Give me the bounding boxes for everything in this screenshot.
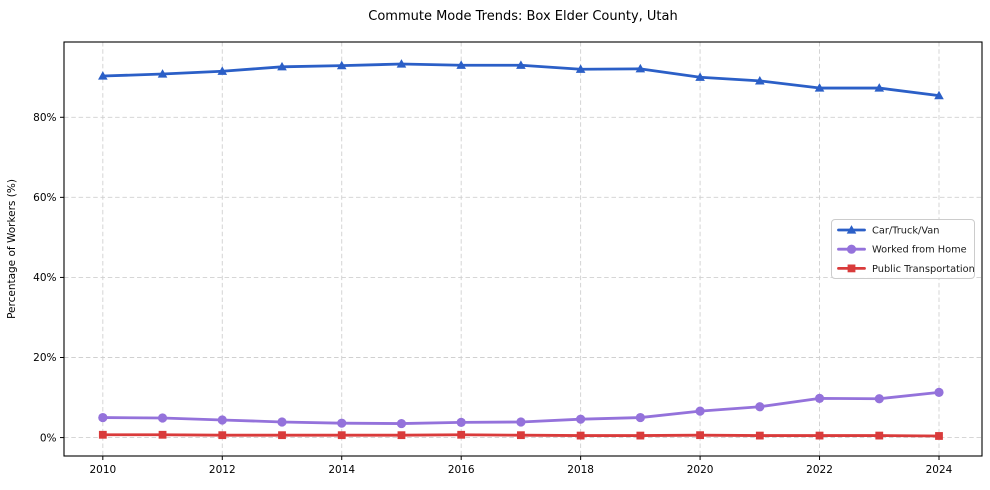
x-tick-label: 2018 [567,464,594,476]
x-tick-label: 2022 [806,464,833,476]
square-marker [875,431,884,440]
x-tick-label: 2020 [687,464,714,476]
square-marker [98,430,107,439]
y-tick-label: 80% [33,112,56,124]
square-marker [815,431,824,440]
square-marker [278,431,286,440]
legend-box [831,219,975,279]
square-marker [935,432,943,440]
square-marker [847,264,856,273]
legend-item-public-transportation: Public Transportation [837,264,975,275]
gridlines [64,42,982,456]
triangle-marker [814,83,825,92]
circle-marker [695,406,705,416]
circle-marker [934,387,944,397]
triangle-marker [336,60,347,70]
x-tick-label: 2024 [926,464,953,476]
circle-marker [755,402,765,412]
circle-marker [576,414,586,424]
square-marker [636,431,645,440]
triangle-marker [846,225,857,234]
square-marker [218,431,227,440]
circle-marker [635,412,645,423]
triangle-marker [516,60,526,69]
triangle-marker [217,66,228,75]
series-worked-from-home [98,387,944,429]
legend-item-worked-from-home: Worked from Home [837,244,967,256]
square-marker [158,430,167,439]
triangle-marker [635,63,646,73]
triangle-marker [157,69,168,78]
triangle-marker [575,64,586,73]
triangle-marker [695,72,705,81]
x-tick-label: 2016 [448,464,475,476]
legend-label: Worked from Home [872,245,967,256]
legend-label: Car/Truck/Van [872,226,939,237]
y-tick-label: 0% [40,432,57,444]
circle-marker [814,393,825,403]
plot-border [63,41,983,457]
x-tick-label: 2014 [328,464,355,476]
square-marker [337,431,346,440]
y-tick-label: 40% [33,272,56,284]
circle-marker [456,417,466,427]
y-tick-label: 60% [33,192,56,204]
circle-marker [337,418,347,428]
chart-title: Commute Mode Trends: Box Elder County, U… [368,9,677,24]
triangle-marker [456,60,466,69]
y-tick-label: 20% [33,352,56,364]
circle-marker [396,418,407,429]
circle-marker [277,417,287,427]
circle-marker [874,394,884,404]
legend: Car/Truck/Van Worked from Home Public Tran… [831,219,975,279]
y-axis-label: Percentage of Workers (%) [6,179,18,319]
square-marker [576,431,585,440]
triangle-marker [277,61,287,71]
series-car-truck-van [98,59,944,100]
circle-marker [217,415,227,425]
legend-item-car-truck-van: Car/Truck/Van [837,225,939,237]
circle-marker [516,417,526,427]
triangle-marker [755,75,765,85]
circle-marker [157,413,168,423]
circle-marker [846,244,857,254]
triangle-marker [934,90,944,100]
series-public-transportation [98,430,943,440]
square-marker [457,430,466,439]
x-tick-label: 2012 [209,464,236,476]
triangle-marker [874,83,885,92]
axis-ticks: 2010 2012 2014 2016 2018 2020 2022 2024 0% 20% 40%… [33,112,953,476]
square-marker [517,431,525,440]
x-tick-label: 2010 [89,464,116,476]
circle-marker [98,412,108,423]
square-marker [696,431,704,440]
square-marker [755,431,764,440]
triangle-marker [396,59,407,68]
square-marker [397,431,406,440]
triangle-marker [98,71,108,80]
legend-label: Public Transportation [872,264,975,275]
